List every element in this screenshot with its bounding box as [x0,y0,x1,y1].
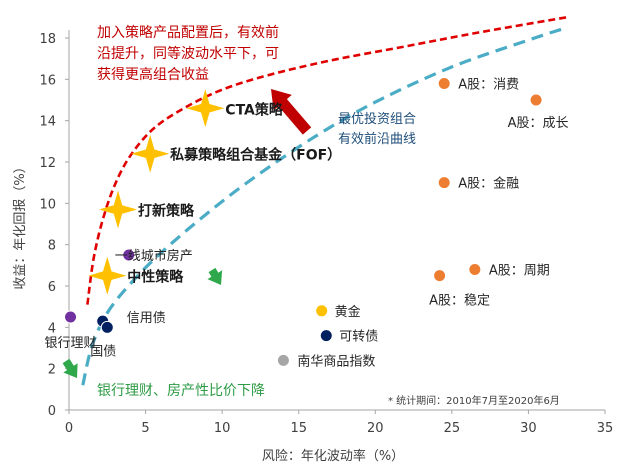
x-tick-label: 35 [597,421,614,436]
data-point [64,310,78,324]
y-tick-label: 8 [48,239,56,254]
decline-arrow-left [62,358,78,378]
data-point [122,248,136,262]
strategy-star [186,89,225,128]
point-label: A股：周期 [489,263,550,278]
annotation-red-line-2: 沿提升，同等波动水平下，可 [97,45,279,62]
y-tick-label: 14 [39,115,56,130]
point-label: A股：成长 [508,116,569,131]
y-tick-label: 6 [48,280,56,295]
strategy-star [88,256,127,295]
data-point [100,320,114,334]
strategy-label: CTA策略 [225,101,284,118]
point-label: 南华商品指数 [297,353,375,369]
annotation-red-line-3: 获得更高组合收益 [97,66,209,83]
data-point [315,304,329,318]
y-tick-label: 18 [39,32,56,47]
point-label: 可转债 [339,330,378,345]
traditional-frontier-line [81,26,568,386]
data-point [319,329,333,343]
y-axis-title: 收益：年化回报（%） [13,160,28,289]
data-point [276,353,290,367]
data-point [437,176,451,190]
annotation-red-line-1: 加入策略产品配置后，有效前 [97,24,279,41]
x-tick-label: 25 [444,421,461,436]
data-point [529,93,543,107]
decline-arrow-right [207,267,223,285]
data-point [437,76,451,90]
data-point [468,262,482,276]
strategy-star [131,134,170,173]
x-tick-label: 10 [214,421,231,436]
y-tick-label: 10 [39,197,56,212]
point-label: 国债 [90,344,116,359]
point-label: A股：稳定 [429,293,490,309]
axes: 0 5 10 15 20 25 30 35 0 2 4 6 8 10 12 14 16 18 [39,30,613,436]
strategy-star [99,190,137,229]
point-label: A股：消费 [458,77,519,92]
y-tick-label: 0 [48,404,56,419]
strategy-label: 私募策略组合基金（FOF） [170,147,341,164]
strategy-label: 中性策略 [127,269,184,286]
y-tick-label: 4 [48,321,56,336]
x-tick-label: 0 [65,421,73,436]
x-axis-title: 风险：年化波动率（%） [262,448,404,464]
point-label: 黄金 [335,304,361,320]
point-label: 一线城市房产 [115,248,193,264]
x-tick-label: 30 [520,421,537,436]
period-note: * 统计期间：2010年7月至2020年6月 [388,394,560,407]
annotation-blue-line-1: 最优投资组合 [338,111,416,127]
point-label: 银行理财 [45,336,97,351]
frontier-curves [81,16,568,386]
x-tick-label: 20 [367,421,384,436]
uplift-arrow [271,89,312,135]
y-tick-label: 12 [39,156,56,171]
y-tick-label: 2 [48,363,56,378]
strategy-stars [88,89,225,295]
x-tick-label: 15 [290,421,307,436]
annotations: 加入策略产品配置后，有效前 沿提升，同等波动水平下，可 获得更高组合收益 最优投… [13,24,560,464]
point-label: 信用债 [127,311,166,326]
data-points [64,76,543,367]
x-tick-label: 5 [141,421,149,436]
strategy-label: 打新策略 [138,203,195,220]
point-label: A股：金融 [458,176,519,192]
annotation-blue-line-2: 有效前沿曲线 [338,131,416,147]
arrows [62,89,312,378]
annotation-green: 银行理财、房产性比价下降 [97,383,265,399]
data-point [433,269,447,283]
optimized-frontier-line [86,16,567,305]
y-tick-label: 16 [39,73,56,88]
